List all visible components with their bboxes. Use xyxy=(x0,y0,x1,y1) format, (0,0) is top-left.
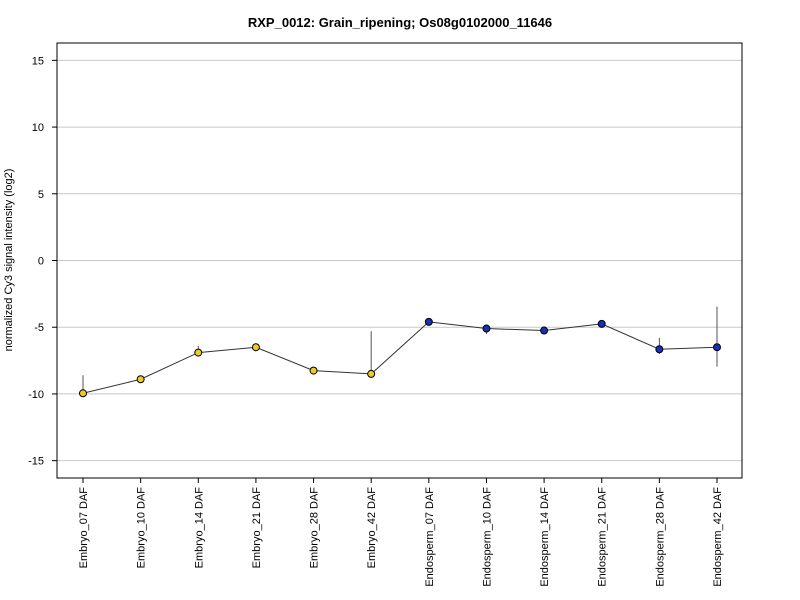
y-tick-label: 5 xyxy=(38,189,44,201)
data-point xyxy=(251,343,260,352)
x-tick-label: Embryo_28 DAF xyxy=(309,487,321,569)
grid-lines xyxy=(57,59,742,462)
data-point xyxy=(136,375,145,384)
data-point xyxy=(367,369,376,378)
data-point xyxy=(655,345,664,354)
chart-title: RXP_0012: Grain_ripening; Os08g0102000_1… xyxy=(248,15,552,30)
series-group xyxy=(79,306,721,398)
x-tick-label: Endosperm_42 DAF xyxy=(712,487,724,587)
x-axis: Embryo_07 DAF Embryo_10 DAF Embryo_14 DAF E… xyxy=(78,478,724,587)
x-tick-label: Endosperm_10 DAF xyxy=(481,487,493,587)
x-tick-label: Endosperm_28 DAF xyxy=(654,487,666,587)
y-axis: -15 -10 -5 0 5 10 15 xyxy=(28,55,57,468)
data-point xyxy=(482,324,491,333)
x-tick-label: Embryo_42 DAF xyxy=(366,487,378,569)
y-tick-label: -10 xyxy=(28,389,44,401)
data-point xyxy=(424,317,433,326)
y-tick-label: -5 xyxy=(34,322,44,334)
y-tick-label: 15 xyxy=(32,55,44,67)
x-tick-label: Embryo_14 DAF xyxy=(193,487,205,569)
y-tick-label: 10 xyxy=(32,122,44,134)
data-point xyxy=(540,326,549,335)
x-tick-label: Endosperm_21 DAF xyxy=(597,487,609,587)
y-axis-label: normalized Cy3 signal intensity (log2) xyxy=(3,169,15,352)
data-point xyxy=(713,343,721,352)
y-tick-label: 0 xyxy=(38,256,44,268)
x-tick-label: Embryo_10 DAF xyxy=(136,487,148,569)
series-line xyxy=(82,321,718,394)
data-point xyxy=(309,366,318,375)
data-point xyxy=(194,348,203,357)
x-tick-label: Embryo_07 DAF xyxy=(78,487,90,569)
x-tick-label: Endosperm_14 DAF xyxy=(539,487,551,587)
y-tick-label: -15 xyxy=(28,456,44,468)
data-point xyxy=(597,319,606,328)
data-point xyxy=(79,389,87,398)
x-tick-label: Embryo_21 DAF xyxy=(251,487,263,569)
x-tick-label: Endosperm_07 DAF xyxy=(424,487,436,587)
